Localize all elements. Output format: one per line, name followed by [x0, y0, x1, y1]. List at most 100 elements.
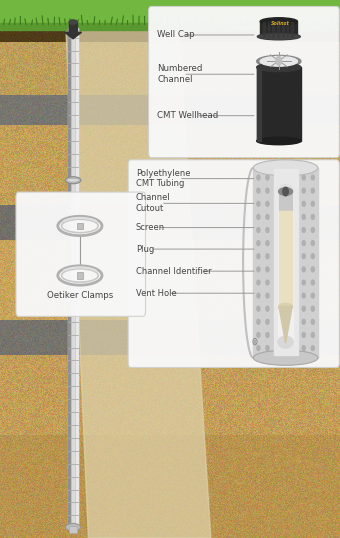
Circle shape — [293, 320, 296, 324]
Circle shape — [284, 267, 287, 272]
Circle shape — [284, 228, 287, 232]
Circle shape — [284, 306, 287, 311]
Bar — [76, 223, 83, 229]
Circle shape — [275, 254, 278, 259]
Bar — [76, 28, 78, 528]
Bar — [0, 23, 340, 30]
Text: CMT Wellhead: CMT Wellhead — [157, 111, 219, 120]
Ellipse shape — [253, 350, 318, 365]
Ellipse shape — [66, 523, 81, 531]
Circle shape — [293, 228, 296, 232]
Text: Solinst: Solinst — [271, 20, 290, 26]
Bar — [263, 22, 265, 37]
Ellipse shape — [278, 336, 293, 348]
Text: Screen: Screen — [136, 223, 165, 232]
Circle shape — [293, 332, 296, 337]
Circle shape — [275, 228, 278, 232]
Ellipse shape — [69, 20, 77, 24]
Circle shape — [311, 280, 314, 285]
Text: Oetiker Clamps: Oetiker Clamps — [47, 292, 113, 300]
Bar — [272, 22, 274, 37]
Circle shape — [311, 306, 314, 311]
Circle shape — [302, 320, 305, 324]
Text: Numbered
Channel: Numbered Channel — [157, 64, 203, 84]
Circle shape — [257, 332, 260, 337]
Circle shape — [275, 240, 278, 245]
Circle shape — [311, 345, 314, 351]
Circle shape — [275, 201, 278, 206]
Bar — [278, 192, 293, 343]
Circle shape — [302, 345, 305, 351]
Circle shape — [302, 267, 305, 272]
Circle shape — [311, 293, 314, 298]
Circle shape — [266, 254, 269, 259]
Ellipse shape — [278, 185, 293, 196]
Circle shape — [311, 332, 314, 337]
Ellipse shape — [65, 295, 81, 302]
Circle shape — [284, 332, 287, 337]
Text: Vent Hole: Vent Hole — [136, 289, 177, 298]
Circle shape — [275, 280, 278, 285]
Circle shape — [284, 345, 287, 351]
Text: Plug: Plug — [136, 245, 154, 253]
Circle shape — [302, 306, 305, 311]
Circle shape — [302, 293, 305, 298]
Circle shape — [266, 188, 269, 193]
Bar — [279, 211, 292, 307]
Circle shape — [266, 240, 269, 245]
Ellipse shape — [278, 185, 293, 196]
Circle shape — [284, 254, 287, 259]
Circle shape — [257, 215, 260, 220]
Bar — [257, 67, 301, 141]
Ellipse shape — [260, 18, 298, 25]
Ellipse shape — [65, 176, 81, 184]
Circle shape — [284, 201, 287, 206]
Circle shape — [284, 293, 287, 298]
Circle shape — [257, 175, 260, 180]
Circle shape — [284, 320, 287, 324]
Circle shape — [266, 332, 269, 337]
Circle shape — [266, 175, 269, 180]
Circle shape — [293, 215, 296, 220]
Circle shape — [266, 306, 269, 311]
Text: Channel Identifier: Channel Identifier — [136, 267, 211, 275]
Circle shape — [276, 56, 282, 65]
Circle shape — [266, 228, 269, 232]
Circle shape — [311, 215, 314, 220]
Circle shape — [311, 240, 314, 245]
Polygon shape — [65, 32, 82, 39]
Circle shape — [257, 280, 260, 285]
Bar — [277, 22, 279, 37]
Ellipse shape — [67, 297, 80, 300]
Circle shape — [302, 188, 305, 193]
Circle shape — [257, 240, 260, 245]
Bar — [69, 526, 77, 533]
Circle shape — [257, 254, 260, 259]
Circle shape — [302, 175, 305, 180]
Bar — [72, 28, 74, 528]
Circle shape — [257, 228, 260, 232]
Circle shape — [284, 280, 287, 285]
Circle shape — [311, 201, 314, 206]
Circle shape — [257, 267, 260, 272]
Bar — [274, 169, 298, 355]
Circle shape — [254, 340, 256, 343]
Circle shape — [311, 320, 314, 324]
Circle shape — [275, 345, 278, 351]
Circle shape — [257, 306, 260, 311]
Bar — [253, 168, 318, 358]
Circle shape — [293, 306, 296, 311]
Circle shape — [284, 215, 287, 220]
Circle shape — [284, 175, 287, 180]
Circle shape — [293, 240, 296, 245]
Bar — [257, 67, 261, 141]
Circle shape — [266, 293, 269, 298]
Text: Well Cap: Well Cap — [157, 31, 195, 39]
Bar — [291, 22, 293, 37]
Circle shape — [275, 306, 278, 311]
Circle shape — [257, 293, 260, 298]
Ellipse shape — [279, 188, 292, 195]
Circle shape — [293, 280, 296, 285]
Bar — [69, 22, 77, 31]
Circle shape — [266, 201, 269, 206]
